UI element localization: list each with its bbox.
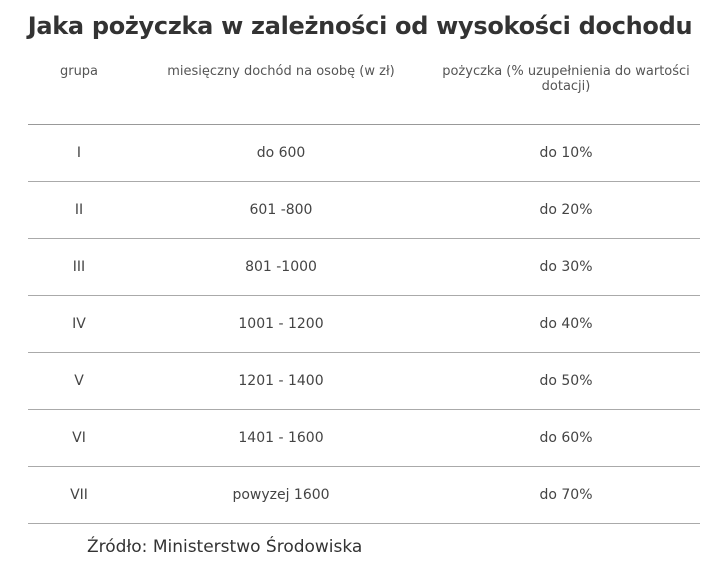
table-cell: powyzej 1600 [130,466,432,524]
title: Jaka pożyczka w zależności od wysokości … [27,12,693,40]
table-cell: 601 -800 [130,181,432,239]
header-cell: miesięczny dochód na osobę (w zł) [130,60,432,125]
table-cell: do 20% [432,181,700,239]
table-cell: do 50% [432,352,700,410]
table-cell: do 60% [432,409,700,467]
table-cell: 1401 - 1600 [130,409,432,467]
table-cell: do 70% [432,466,700,524]
table-cell: 1001 - 1200 [130,295,432,353]
table-cell: do 10% [432,124,700,182]
table-cell: V [28,352,130,410]
table-cell: do 600 [130,124,432,182]
table-cell: II [28,181,130,239]
table-row: IV 1001 - 1200 do 40% [28,295,700,353]
table-cell: IV [28,295,130,353]
table-cell: do 40% [432,295,700,353]
source: Źródło: Ministerstwo Środowiska [87,537,363,557]
table-cell: I [28,124,130,182]
table-cell: 1201 - 1400 [130,352,432,410]
table: grupa miesięczny dochód na osobę (w zł) po… [28,60,700,524]
table-cell: do 30% [432,238,700,296]
header-cell: pożyczka (% uzupełnienia do wartości dot… [432,60,700,125]
table-cell: III [28,238,130,296]
table-row: VI 1401 - 1600 do 60% [28,409,700,467]
table-cell: VI [28,409,130,467]
header-cell: grupa [28,60,130,125]
header-row: grupa miesięczny dochód na osobę (w zł) po… [28,60,700,125]
table-row: VII powyzej 1600 do 70% [28,466,700,524]
table-cell: 801 -1000 [130,238,432,296]
table-row: II 601 -800 do 20% [28,181,700,239]
table-cell: VII [28,466,130,524]
table-row: V 1201 - 1400 do 50% [28,352,700,410]
table-row: III 801 -1000 do 30% [28,238,700,296]
